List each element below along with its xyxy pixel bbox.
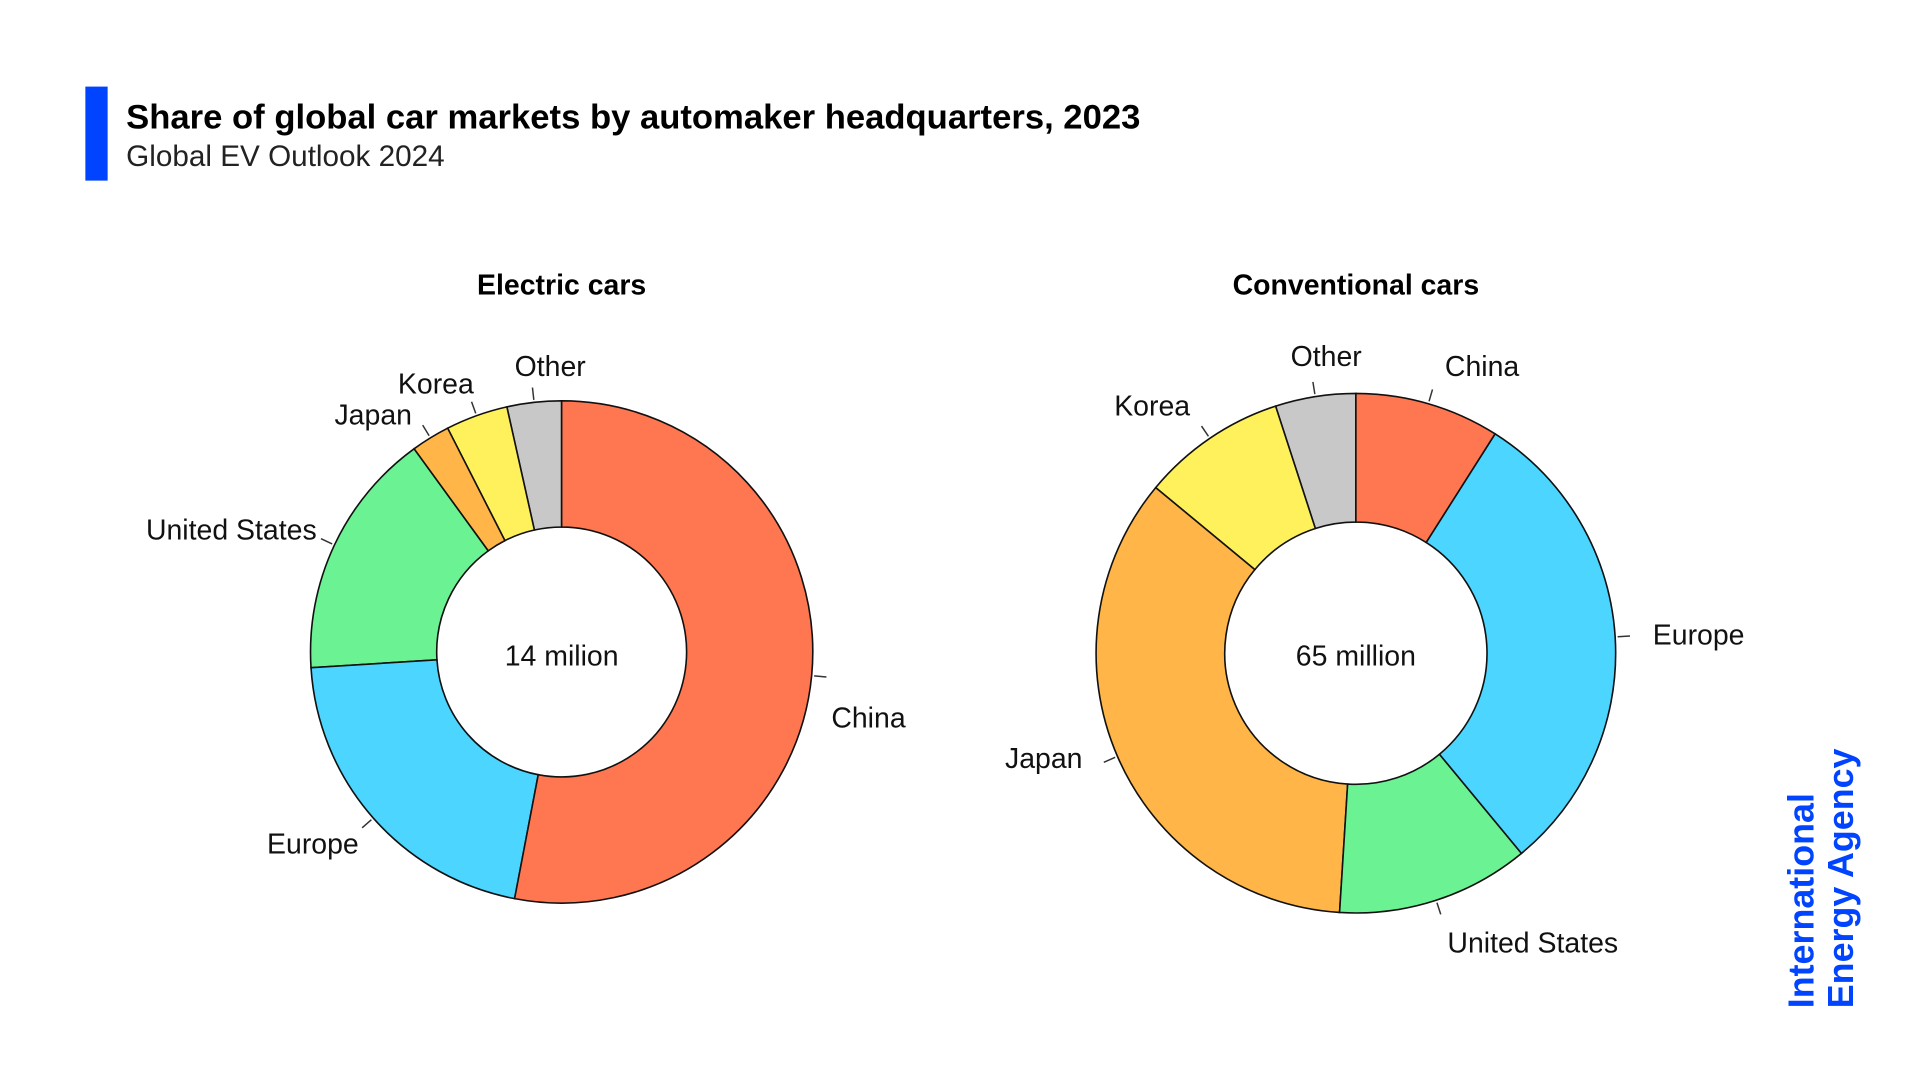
slice-china [1355, 392, 1497, 544]
slice-label: Korea [1114, 391, 1190, 423]
leader-line [422, 424, 430, 437]
donut-title: Electric cars [477, 269, 646, 301]
slice-korea [1154, 405, 1317, 571]
slice-label: United States [1447, 928, 1618, 960]
slice-label: Japan [334, 399, 411, 431]
leader-line [1103, 756, 1116, 763]
slice-korea [446, 405, 536, 542]
leader-line [531, 387, 535, 400]
slice-label: Europe [1653, 620, 1745, 652]
electric-cars-donut: Electric cars 14 milion China Europe Unite… [146, 269, 906, 904]
leader-line [1617, 635, 1631, 638]
leader-line [470, 401, 477, 414]
slice-china [513, 400, 814, 904]
slice-united-states [309, 447, 490, 669]
iea-logo: International Energy Agency [1782, 748, 1862, 1008]
donut-center-label: 14 milion [505, 641, 619, 673]
logo-line-2: Energy Agency [1821, 748, 1861, 1008]
slice-label: Other [515, 351, 586, 383]
donut-center-label: 65 million [1296, 641, 1416, 673]
leader-line [1200, 425, 1210, 437]
slice-united-states [1338, 753, 1523, 914]
conventional-cars-donut: Conventional cars 65 million China Europe… [1005, 269, 1744, 959]
leader-line [1312, 381, 1316, 395]
slice-japan [412, 427, 507, 552]
slice-label: Japan [1005, 743, 1082, 775]
title-accent-bar [85, 86, 108, 181]
leader-line [320, 538, 333, 545]
slice-label: Europe [267, 829, 359, 861]
slice-europe [1425, 432, 1617, 855]
leader-line [1436, 902, 1442, 915]
leader-line [361, 819, 372, 829]
slice-label: Other [1291, 341, 1362, 373]
slice-japan [1095, 486, 1349, 914]
leader-line [1428, 389, 1434, 402]
chart-title: Share of global car markets by automaker… [126, 99, 1140, 137]
slice-label: China [1445, 351, 1519, 383]
donut-title: Conventional cars [1233, 269, 1480, 301]
slice-label: Korea [398, 368, 474, 400]
logo-line-1: International [1782, 793, 1822, 1008]
slice-label: China [831, 702, 905, 734]
leader-line [814, 675, 827, 678]
slice-europe [310, 658, 540, 900]
slice-label: United States [146, 514, 317, 546]
chart-subtitle: Global EV Outlook 2024 [126, 140, 445, 173]
